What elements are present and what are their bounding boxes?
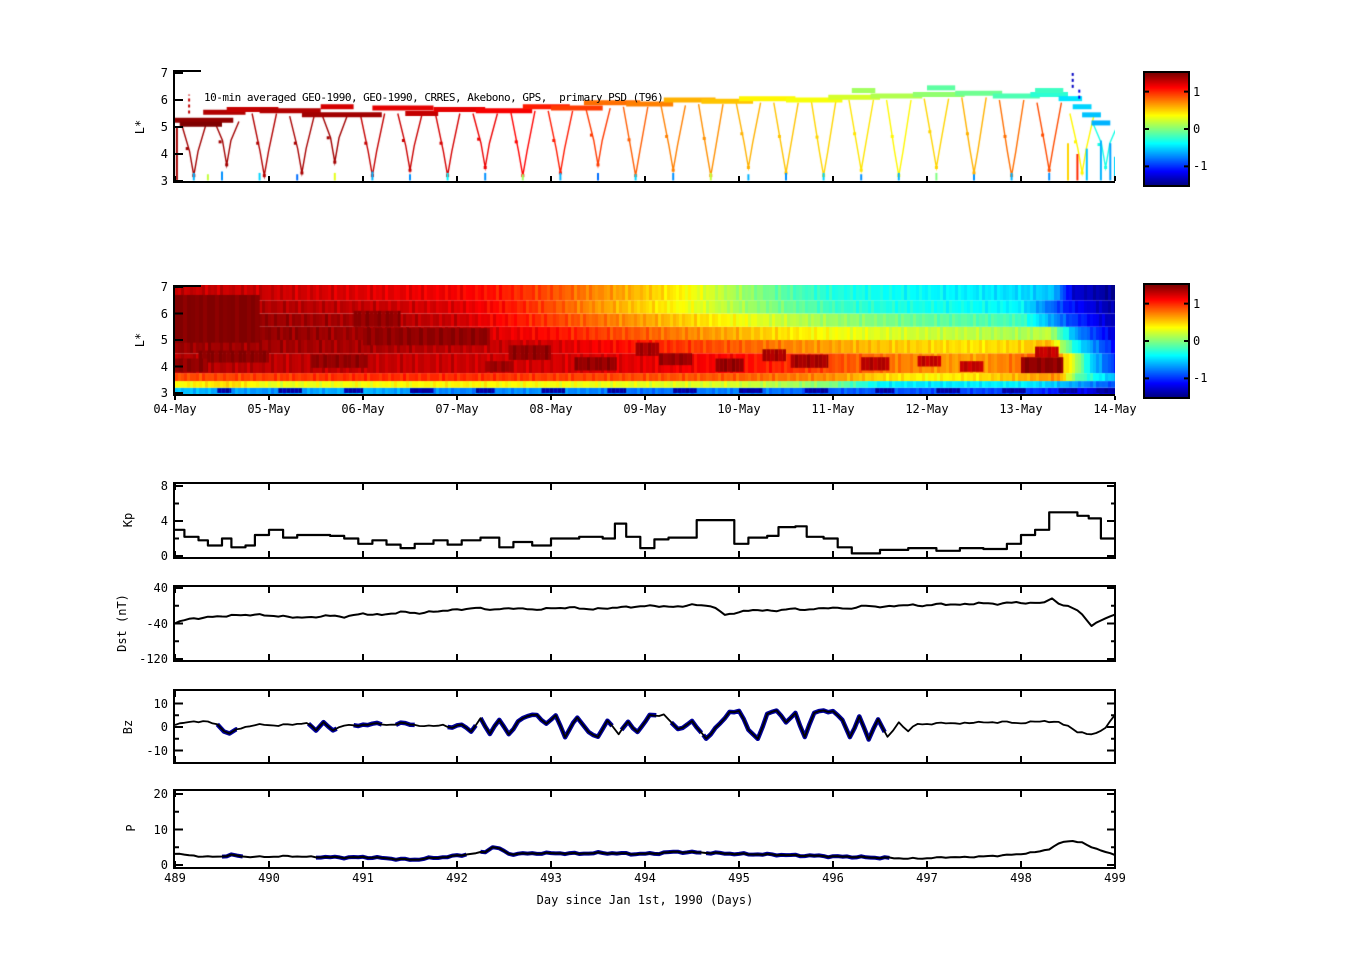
l-tick-label: 5	[160, 120, 168, 134]
x-axis-title: Day since Jan 1st, 1990 (Days)	[536, 893, 754, 907]
psd-scatter-canvas	[175, 70, 1115, 183]
day-tick-label: 495	[728, 871, 750, 885]
day-tick-label: 498	[1010, 871, 1032, 885]
psd-heatmap-canvas	[175, 285, 1115, 396]
y-tick-label: 8	[160, 479, 168, 493]
day-tick-label: 492	[446, 871, 468, 885]
day-tick-label: 489	[164, 871, 186, 885]
date-tick-label: 09-May	[623, 402, 667, 416]
l-tick-label: 6	[160, 93, 168, 107]
psd-scatter-title: 10-min averaged GEO-1990, GEO-1990, CRRE…	[204, 91, 664, 104]
y-tick-label: 40	[153, 581, 168, 595]
colorbar-tick-label: 0	[1193, 334, 1201, 348]
l-tick-label: 5	[160, 333, 168, 347]
day-tick-label: 490	[258, 871, 280, 885]
day-tick-label: 494	[634, 871, 656, 885]
day-tick-label: 497	[916, 871, 938, 885]
date-tick-label: 05-May	[247, 402, 291, 416]
y-tick-label: -120	[139, 652, 168, 666]
y-tick-label: 0	[160, 720, 168, 734]
y-tick-label: 4	[160, 514, 168, 528]
y-tick-label: -10	[146, 743, 168, 758]
date-tick-label: 04-May	[153, 402, 197, 416]
day-tick-label: 496	[822, 871, 844, 885]
y-tick-label: 0	[160, 549, 168, 563]
colorbar-top	[1145, 73, 1188, 185]
date-tick-label: 10-May	[717, 402, 761, 416]
date-tick-label: 13-May	[999, 402, 1043, 416]
date-tick-label: 14-May	[1093, 402, 1137, 416]
colorbar-tick-label: -1	[1193, 371, 1208, 386]
y-tick-label: 10	[153, 696, 168, 711]
date-tick-label: 06-May	[341, 402, 385, 416]
l-tick-label: 6	[160, 306, 168, 321]
date-tick-label: 08-May	[529, 402, 573, 416]
l-tick-label: 4	[160, 359, 168, 374]
y-tick-label: 10	[153, 822, 168, 837]
l-tick-label: 4	[160, 147, 168, 161]
l-tick-label: 7	[160, 280, 168, 294]
l-tick-label: 7	[160, 66, 168, 80]
day-tick-label: 499	[1104, 871, 1126, 885]
date-tick-label: 11-May	[811, 402, 855, 416]
day-tick-label: 493	[540, 871, 562, 885]
colorbar-tick-label: -1	[1193, 159, 1208, 174]
y-tick-label: 0	[160, 858, 168, 872]
y-tick-label: 20	[153, 787, 168, 801]
colorbar-middle	[1145, 285, 1188, 397]
colorbar-tick-label: 0	[1193, 122, 1201, 136]
day-tick-label: 491	[352, 871, 374, 885]
l-tick-label: 3	[160, 174, 168, 188]
l-tick-label: 3	[160, 386, 168, 400]
y-tick-label: -40	[146, 616, 168, 631]
date-tick-label: 07-May	[435, 402, 479, 416]
colorbar-tick-label: 1	[1193, 84, 1201, 99]
colorbar-tick-label: 1	[1193, 296, 1201, 311]
date-tick-label: 12-May	[905, 402, 949, 416]
